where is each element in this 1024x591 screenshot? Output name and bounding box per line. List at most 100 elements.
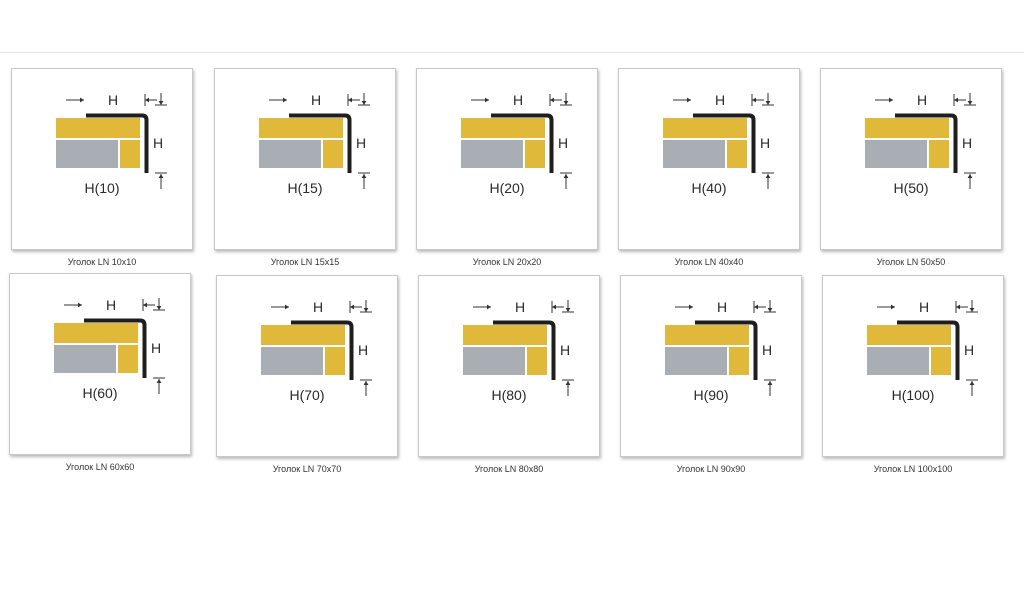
dimension-arrow-icon-head [956,304,960,310]
gray-tile [663,140,725,168]
file-caption[interactable]: Уголок LN 40x40 [674,257,744,267]
gold-side-tile [118,345,138,373]
gray-tile [867,347,929,375]
thumbnail[interactable]: H H H(60) [9,273,191,455]
dimension-arrow-icon-head [687,97,691,103]
dimension-arrow-icon-head [158,174,164,178]
gold-side-tile [727,140,747,168]
file-item-7[interactable]: H H H(70) Уголок LN 70x70 [216,275,398,475]
corner-profile-line [291,320,354,380]
gold-top-tile [865,118,949,138]
gray-tile [665,347,727,375]
side-dimension-label: H [356,135,366,151]
gold-side-tile [929,140,949,168]
dimension-arrow-icon-head [969,308,975,312]
dimension-arrow-icon-head [954,97,958,103]
top-dimension-label: H [313,299,323,315]
thumbnail[interactable]: H H H(40) [618,68,800,250]
file-caption[interactable]: Уголок LN 10x10 [67,257,137,267]
thumbnail[interactable]: H H H(70) [216,275,398,457]
corner-profile-diagram-icon: H H H(80) [463,299,574,403]
file-caption[interactable]: Уголок LN 90x90 [676,464,746,474]
file-item-2[interactable]: H H H(15) Уголок LN 15x15 [214,68,396,268]
thumbnail[interactable]: H H H(15) [214,68,396,250]
gold-top-tile [261,325,345,345]
dimension-arrow-icon-head [765,174,771,178]
gold-top-tile [461,118,545,138]
file-item-9[interactable]: H H H(90) Уголок LN 90x90 [620,275,802,475]
file-item-1[interactable]: H H H(10) Уголок LN 10x10 [11,68,193,268]
corner-profile-diagram-icon: H H H(70) [261,299,372,403]
dimension-arrow-icon-head [143,302,147,308]
side-dimension-label: H [964,342,974,358]
thumbnail[interactable]: H H H(100) [822,275,1004,457]
dimension-arrow-icon-head [565,381,571,385]
file-item-3[interactable]: H H H(20) Уголок LN 20x20 [416,68,598,268]
size-label: H(70) [289,387,324,403]
corner-profile-diagram-icon: H H H(40) [663,92,774,196]
file-item-5[interactable]: H H H(50) Уголок LN 50x50 [820,68,1002,268]
file-caption[interactable]: Уголок LN 100x100 [873,464,953,474]
side-dimension-label: H [962,135,972,151]
corner-profile-diagram-icon: H H H(15) [259,92,370,196]
dimension-arrow-icon-head [752,97,756,103]
gold-top-tile [259,118,343,138]
top-dimension-label: H [715,92,725,108]
file-item-6[interactable]: H H H(60) Уголок LN 60x60 [9,273,191,473]
thumbnail[interactable]: H H H(90) [620,275,802,457]
dimension-arrow-icon-head [565,308,571,312]
thumbnail[interactable]: H H H(20) [416,68,598,250]
corner-profile-diagram-icon: H H H(60) [54,297,165,401]
side-dimension-label: H [151,340,161,356]
dimension-arrow-icon-head [485,97,489,103]
gold-top-tile [56,118,140,138]
corner-profile-line [895,113,958,173]
dimension-arrow-icon-head [80,97,84,103]
corner-profile-line [695,320,758,380]
side-dimension-label: H [560,342,570,358]
top-divider [0,52,1024,53]
gray-tile [56,140,118,168]
thumbnail[interactable]: H H H(80) [418,275,600,457]
dimension-arrow-icon-head [487,304,491,310]
size-label: H(15) [287,180,322,196]
size-label: H(50) [893,180,928,196]
dimension-arrow-icon-head [158,101,164,105]
file-caption[interactable]: Уголок LN 50x50 [876,257,946,267]
file-caption[interactable]: Уголок LN 70x70 [272,464,342,474]
top-dimension-label: H [515,299,525,315]
file-caption[interactable]: Уголок LN 80x80 [474,464,544,474]
file-caption[interactable]: Уголок LN 20x20 [472,257,542,267]
dimension-arrow-icon-head [767,308,773,312]
thumbnail[interactable]: H H H(50) [820,68,1002,250]
gold-side-tile [120,140,140,168]
size-label: H(20) [489,180,524,196]
file-caption[interactable]: Уголок LN 60x60 [65,462,135,472]
file-item-10[interactable]: H H H(100) Уголок LN 100x100 [822,275,1004,475]
size-label: H(40) [691,180,726,196]
gold-side-tile [323,140,343,168]
dimension-arrow-icon-head [689,304,693,310]
dimension-arrow-icon-head [754,304,758,310]
dimension-arrow-icon-head [361,174,367,178]
side-dimension-label: H [760,135,770,151]
dimension-arrow-icon-head [889,97,893,103]
dimension-arrow-icon-head [283,97,287,103]
corner-profile-diagram-icon: H H H(20) [461,92,572,196]
file-caption[interactable]: Уголок LN 15x15 [270,257,340,267]
size-label: H(60) [82,385,117,401]
dimension-arrow-icon-head [550,97,554,103]
file-item-4[interactable]: H H H(40) Уголок LN 40x40 [618,68,800,268]
file-item-8[interactable]: H H H(80) Уголок LN 80x80 [418,275,600,475]
gold-top-tile [867,325,951,345]
thumbnail[interactable]: H H H(10) [11,68,193,250]
dimension-arrow-icon-head [361,101,367,105]
gold-side-tile [325,347,345,375]
corner-profile-line [693,113,756,173]
dimension-arrow-icon-head [563,174,569,178]
gold-side-tile [931,347,951,375]
top-dimension-label: H [106,297,116,313]
size-label: H(90) [693,387,728,403]
gray-tile [865,140,927,168]
dimension-arrow-icon-head [767,381,773,385]
